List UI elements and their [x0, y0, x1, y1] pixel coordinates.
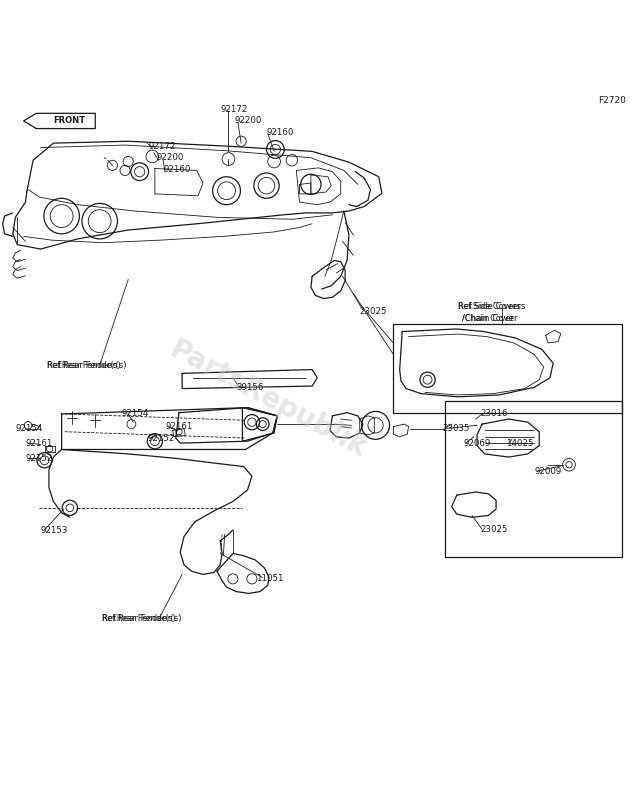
- Text: 14025: 14025: [506, 438, 534, 448]
- Text: 92172: 92172: [148, 142, 176, 151]
- Text: PartsRepublik: PartsRepublik: [164, 335, 371, 462]
- Text: Ref.Side Covers: Ref.Side Covers: [458, 302, 526, 310]
- Text: 92160: 92160: [163, 165, 190, 174]
- Text: /Chain Cover: /Chain Cover: [462, 313, 517, 322]
- Text: 92153: 92153: [41, 526, 68, 534]
- Text: 92009: 92009: [534, 466, 561, 475]
- Text: 23025: 23025: [480, 525, 508, 534]
- Text: 23025: 23025: [360, 306, 387, 316]
- Text: 92172: 92172: [220, 105, 248, 114]
- Text: 92152: 92152: [25, 454, 53, 463]
- Text: 23016: 23016: [480, 410, 508, 418]
- Text: 92161: 92161: [25, 438, 53, 448]
- Text: /Chain Cover: /Chain Cover: [462, 313, 513, 322]
- Text: 11051: 11051: [256, 574, 284, 583]
- Text: Ref.Rear Fender(s): Ref.Rear Fender(s): [47, 361, 127, 370]
- Text: 23035: 23035: [442, 424, 469, 433]
- Text: 92154: 92154: [122, 410, 149, 418]
- Text: F2720: F2720: [598, 95, 626, 105]
- Text: Ref.Rear Fender(s): Ref.Rear Fender(s): [101, 614, 175, 623]
- Text: 39156: 39156: [236, 383, 264, 392]
- Text: 92069: 92069: [463, 438, 490, 448]
- Text: 92152: 92152: [147, 434, 175, 442]
- Text: 92200: 92200: [235, 117, 262, 126]
- Text: Ref.Rear Fender(s): Ref.Rear Fender(s): [101, 614, 181, 623]
- Text: Ref.Rear Fender(s): Ref.Rear Fender(s): [47, 361, 121, 370]
- Text: 92160: 92160: [266, 128, 294, 137]
- Text: FRONT: FRONT: [54, 117, 85, 126]
- Text: Ref.Side Covers: Ref.Side Covers: [458, 302, 521, 310]
- Text: 92161: 92161: [165, 422, 192, 431]
- Text: 92200: 92200: [157, 154, 184, 162]
- Text: 92154: 92154: [15, 424, 43, 433]
